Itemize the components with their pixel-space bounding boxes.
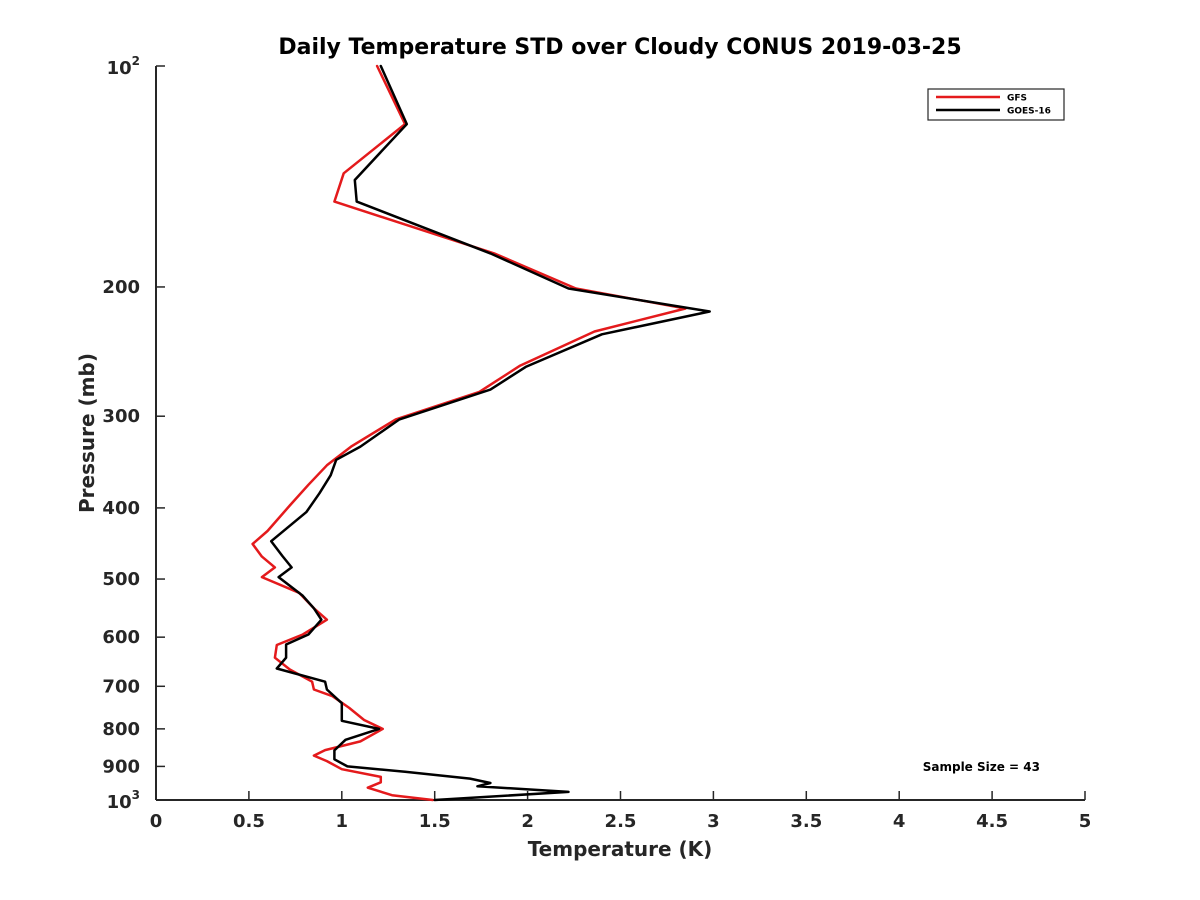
- y-tick-label: 103: [107, 788, 140, 813]
- y-tick-label: 300: [102, 406, 140, 427]
- legend-label-goes16: GOES-16: [1007, 107, 1051, 117]
- x-axis-label: Temperature (K): [528, 837, 713, 861]
- legend-box: [927, 88, 1065, 121]
- y-tick-label: 600: [102, 627, 140, 648]
- x-tick-label: 5: [1079, 811, 1092, 832]
- series-line-goes16: [269, 64, 711, 802]
- legend-label-gfs: GFS: [1007, 94, 1027, 104]
- x-tick-label: 2: [521, 811, 534, 832]
- x-ticks: 0 0.5 1 1.5 2 2.5 3 3.5 4 4.5 5: [150, 791, 1092, 832]
- x-tick-label: 2.5: [605, 811, 637, 832]
- y-tick-label: 500: [102, 569, 140, 590]
- x-tick-label: 0: [150, 811, 163, 832]
- legend: GFS GOES-16: [927, 88, 1065, 121]
- y-axis-label: Pressure (mb): [75, 353, 99, 513]
- x-tick-label: 3.5: [790, 811, 822, 832]
- y-tick-label: 102: [107, 54, 140, 79]
- x-tick-label: 1: [336, 811, 349, 832]
- y-ticks: 200 300 400 500 600 700 800 900 102 103: [102, 54, 165, 813]
- x-tick-label: 4.5: [976, 811, 1008, 832]
- y-tick-label: 400: [102, 498, 140, 519]
- x-tick-label: 3: [707, 811, 720, 832]
- y-tick-label: 800: [102, 719, 140, 740]
- x-tick-label: 1.5: [419, 811, 451, 832]
- y-tick-label: 200: [102, 277, 140, 298]
- y-tick-label: 700: [102, 676, 140, 697]
- chart-title: Daily Temperature STD over Cloudy CONUS …: [278, 35, 961, 60]
- x-tick-label: 0.5: [233, 811, 265, 832]
- y-tick-label: 900: [102, 756, 140, 777]
- sample-size-annotation: Sample Size = 43: [923, 760, 1040, 774]
- x-tick-label: 4: [893, 811, 906, 832]
- series-lines: [251, 64, 711, 802]
